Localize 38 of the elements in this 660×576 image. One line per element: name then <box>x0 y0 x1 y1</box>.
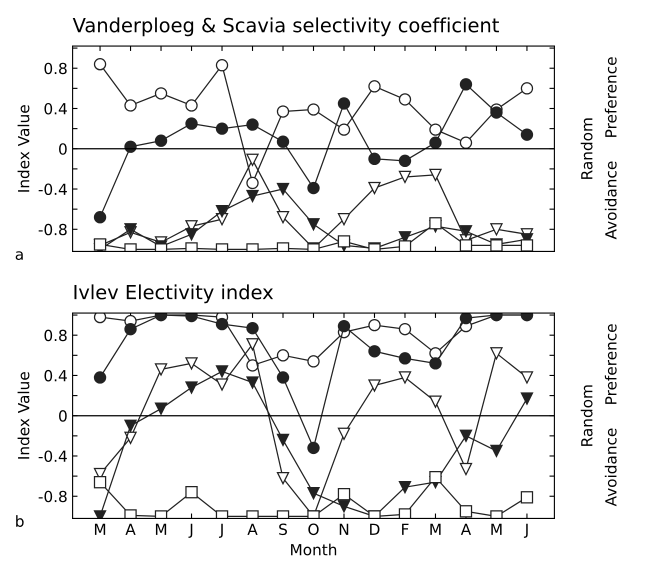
y-tick-label: 0.4 <box>44 370 67 382</box>
y-tick-label: 0 <box>59 143 67 155</box>
y-tick-label: 0.8 <box>44 330 67 342</box>
y-tick-label: -0.8 <box>38 224 67 236</box>
x-tick-label: S <box>279 524 288 536</box>
y-tick-label: 0.8 <box>44 62 67 74</box>
text: Preference <box>604 324 617 404</box>
x-tick-label: M <box>430 524 441 535</box>
y-tick-label: 0 <box>59 410 67 422</box>
text: Preference <box>604 57 617 137</box>
y-tick-label: -0.8 <box>38 490 67 502</box>
text: Random <box>580 118 593 179</box>
text: b <box>16 515 24 527</box>
chart-title: Ivlev Electivity index <box>74 284 274 304</box>
x-tick-label: F <box>402 524 408 535</box>
y-tick-label: -0.4 <box>38 183 67 196</box>
text: Avoidance <box>604 428 617 506</box>
text: Avoidance <box>604 162 617 240</box>
x-tick-label: J <box>524 524 528 538</box>
x-tick-label: A <box>247 524 258 535</box>
y-tick-label: 0.4 <box>44 102 67 115</box>
y-tick-label: -0.4 <box>38 450 67 462</box>
x-tick-label: J <box>188 524 192 538</box>
text: a <box>16 251 23 260</box>
x-axis-title: Month <box>291 544 336 556</box>
x-tick-label: A <box>460 524 472 535</box>
x-tick-label: D <box>370 524 380 535</box>
y-axis-title: Index Value <box>18 372 30 459</box>
x-tick-label: O <box>308 524 319 536</box>
y-axis-title: Index Value <box>18 105 30 192</box>
x-tick-label: M <box>156 524 166 535</box>
x-tick-label: M <box>94 524 106 535</box>
x-tick-label: A <box>125 524 136 535</box>
chart-title: Vanderploeg & Scavia selectivity coefficient <box>72 17 499 36</box>
text: Random <box>580 385 593 446</box>
x-tick-label: M <box>491 524 502 535</box>
x-tick-label: J <box>218 524 223 538</box>
x-tick-label: N <box>340 524 348 535</box>
